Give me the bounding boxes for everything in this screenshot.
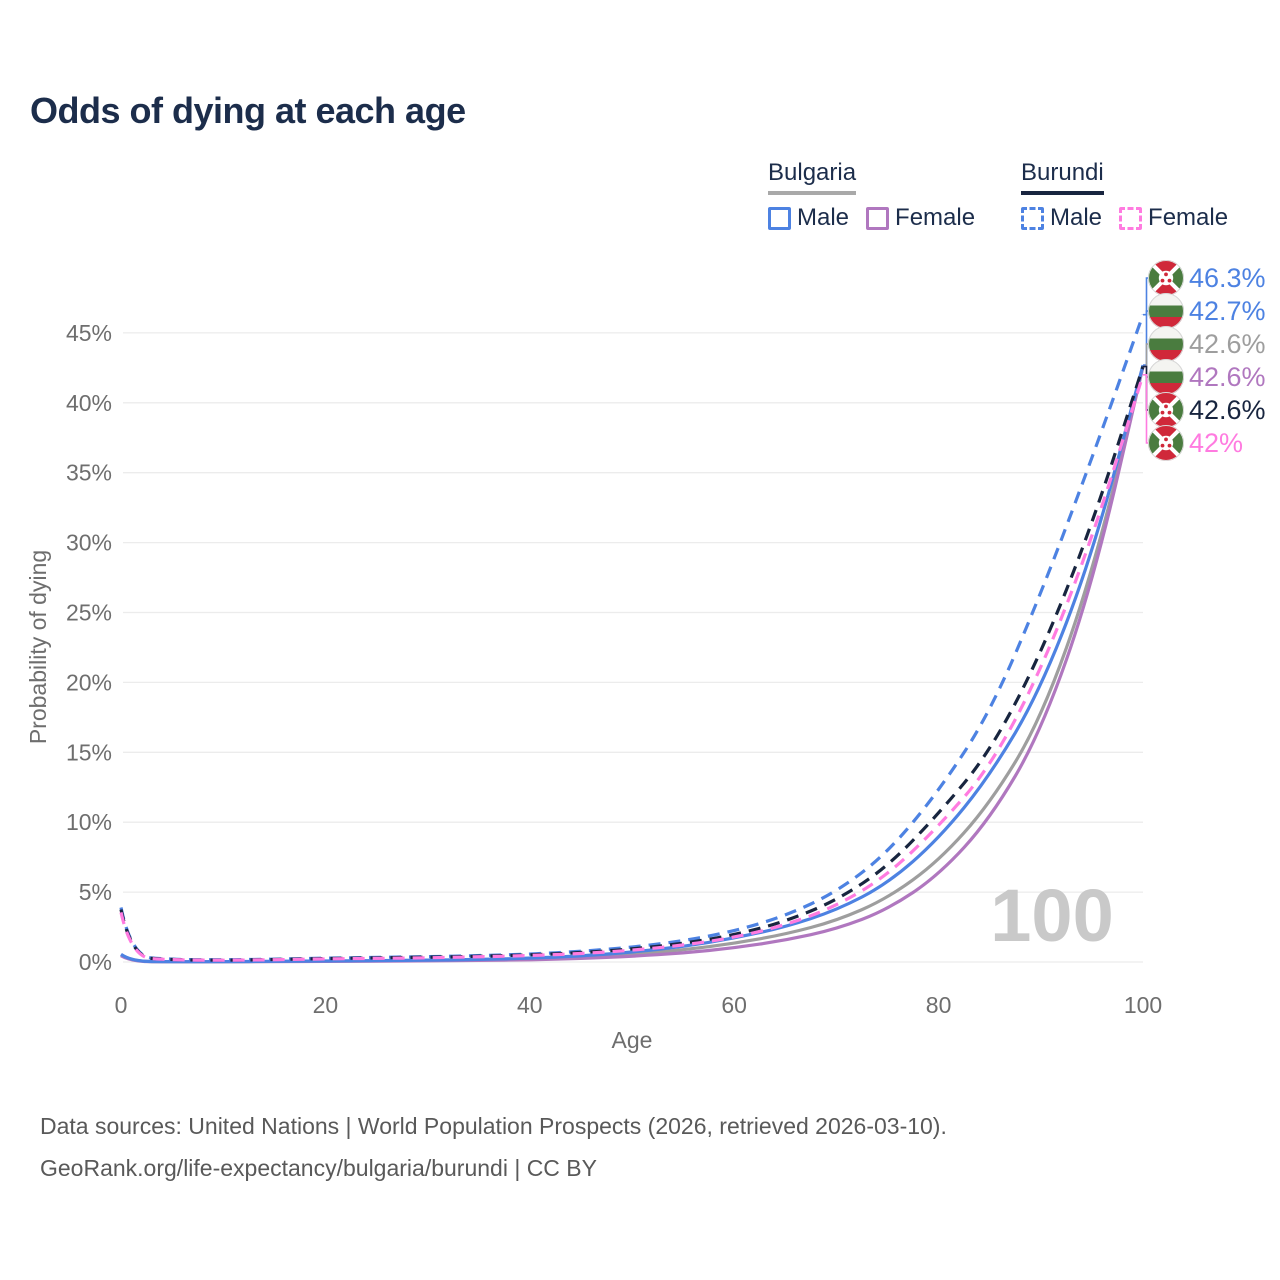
series-line-burundi-male[interactable] — [119, 314, 1145, 962]
flag-burundi-icon — [1145, 257, 1187, 299]
flag-burundi-icon — [1145, 422, 1187, 464]
legend-item-bulgaria-female[interactable]: Female — [866, 204, 992, 232]
x-tick-label: 40 — [517, 992, 543, 1018]
legend-label: Female — [895, 204, 976, 232]
page-title: Odds of dying at each age — [30, 90, 466, 131]
x-axis-title: Age — [612, 1027, 653, 1053]
y-tick-label: 40% — [66, 390, 112, 416]
end-label-connector-bulgaria-male — [1143, 310, 1149, 366]
bulgaria-male-swatch-icon — [768, 206, 791, 230]
y-tick-label: 5% — [79, 879, 112, 905]
legend-label: Male — [797, 204, 850, 232]
end-value-label-bulgaria-overall: 42.6% — [1189, 329, 1266, 359]
y-tick-label: 0% — [79, 949, 112, 975]
legend-country-burundi: Burundi — [1021, 159, 1104, 196]
flag-burundi-icon — [1145, 389, 1187, 431]
y-axis-title: Probability of dying — [25, 550, 51, 744]
y-tick-label: 15% — [66, 739, 112, 765]
legend-item-burundi-female[interactable]: Female — [1119, 204, 1245, 232]
end-value-label-burundi-male: 46.3% — [1189, 263, 1266, 293]
x-tick-label: 20 — [313, 992, 339, 1018]
y-tick-label: 35% — [66, 460, 112, 486]
end-value-label-burundi-female: 42% — [1189, 428, 1243, 458]
y-tick-label: 45% — [66, 320, 112, 346]
series-line-bulgaria-male[interactable] — [120, 364, 1145, 964]
legend-label: Female — [1148, 204, 1229, 232]
burundi-female-swatch-icon — [1119, 206, 1143, 230]
x-tick-label: 100 — [1124, 992, 1162, 1018]
legend-group-bulgaria: Bulgaria Male Female — [768, 159, 992, 232]
y-tick-label: 30% — [66, 530, 112, 556]
x-tick-label: 60 — [721, 992, 747, 1018]
end-value-label-bulgaria-female: 42.6% — [1189, 362, 1266, 392]
flag-bulgaria-icon — [1148, 326, 1184, 362]
legend-label: Male — [1050, 204, 1103, 232]
bulgaria-female-swatch-icon — [866, 206, 890, 230]
y-tick-label: 10% — [66, 809, 112, 835]
y-tick-label: 25% — [66, 600, 112, 626]
series-line-bulgaria-female[interactable] — [120, 366, 1145, 964]
data-source-line: Data sources: United Nations | World Pop… — [40, 1113, 947, 1139]
end-label-connector-bulgaria-overall — [1143, 343, 1149, 368]
end-label-connector-burundi-male — [1143, 277, 1149, 316]
series-line-burundi-overall[interactable] — [119, 366, 1145, 962]
end-value-label-burundi-overall: 42.6% — [1189, 395, 1266, 425]
y-tick-label: 20% — [66, 669, 112, 695]
series-line-burundi-female[interactable] — [119, 374, 1145, 962]
legend-item-burundi-male[interactable]: Male — [1021, 204, 1119, 232]
chart-footer: Data sources: United Nations | World Pop… — [40, 1105, 947, 1189]
x-tick-label: 80 — [926, 992, 952, 1018]
end-value-label-bulgaria-male: 42.7% — [1189, 296, 1266, 326]
legend-group-burundi: Burundi Male Female — [1021, 159, 1245, 232]
x-tick-label: 0 — [115, 992, 128, 1018]
legend-item-bulgaria-male[interactable]: Male — [768, 204, 866, 232]
hover-age-watermark: 100 — [990, 874, 1113, 957]
flag-bulgaria-icon — [1148, 293, 1184, 329]
burundi-male-swatch-icon — [1021, 206, 1044, 230]
flag-bulgaria-icon — [1148, 359, 1184, 395]
attribution-line: GeoRank.org/life-expectancy/bulgaria/bur… — [40, 1155, 597, 1181]
end-label-connector-burundi-female — [1143, 374, 1149, 444]
legend-country-bulgaria: Bulgaria — [768, 159, 857, 196]
series-line-bulgaria-overall[interactable] — [120, 366, 1145, 964]
